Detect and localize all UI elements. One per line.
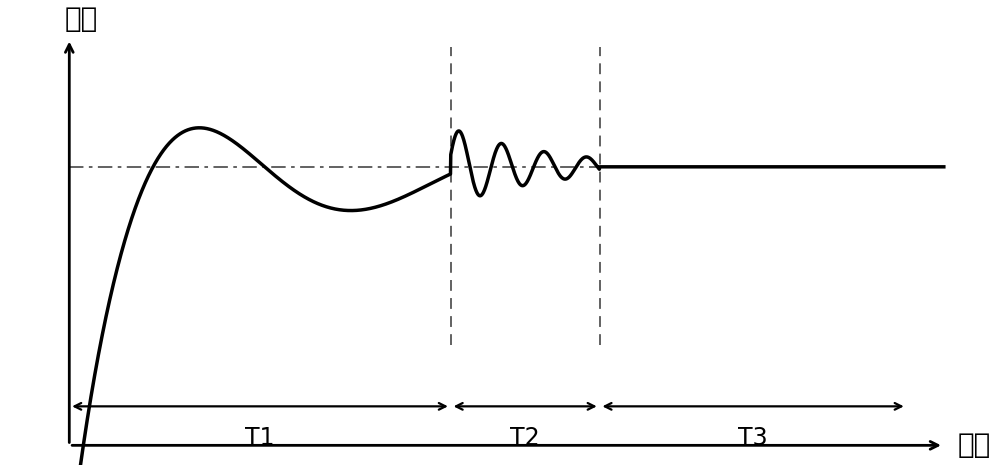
Text: T2: T2: [510, 426, 540, 450]
Text: 时间: 时间: [958, 431, 991, 459]
Text: T1: T1: [245, 426, 275, 450]
Text: T3: T3: [738, 426, 768, 450]
Text: 频率: 频率: [65, 5, 98, 33]
